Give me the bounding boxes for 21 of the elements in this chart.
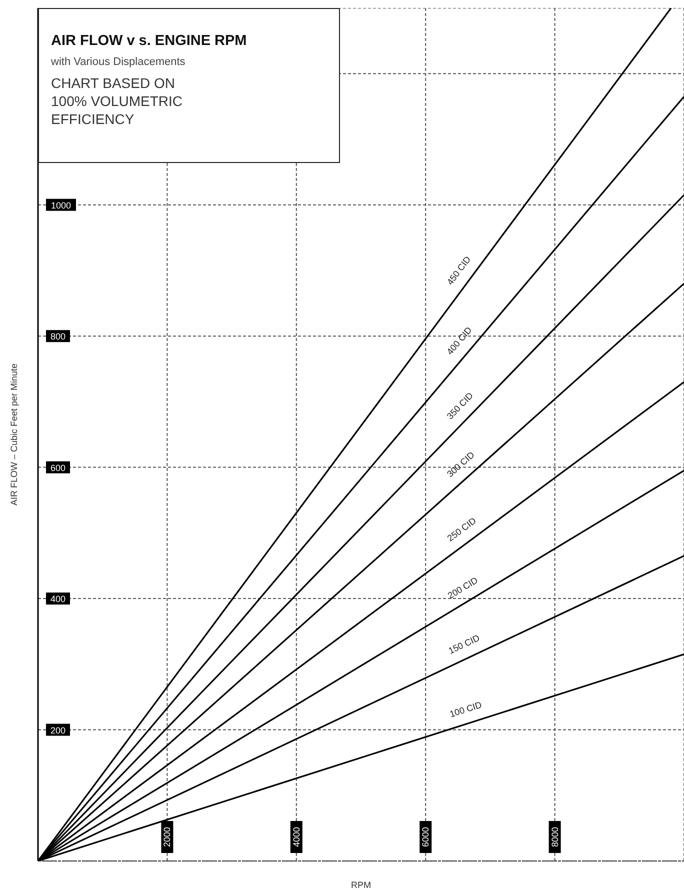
text: 250 CID: [445, 515, 478, 544]
x-tick-label: 4000: [291, 826, 302, 848]
text: 200 CID: [446, 574, 480, 601]
y-tick-label: 200: [50, 725, 66, 736]
y-tick-label: 400: [50, 594, 66, 604]
text: 150 CID: [446, 632, 482, 656]
y-tick-label: 1000: [50, 200, 72, 210]
x-axis-title: RPM: [351, 880, 371, 890]
text: 350 CID: [444, 390, 476, 422]
text: 100 CID: [448, 700, 484, 720]
text: 400 CID: [444, 324, 474, 357]
x-tick-label: 6000: [420, 826, 431, 848]
text: 300 CID: [445, 449, 477, 480]
annotation: CHART BASED ON 100% VOLUMETRIC EFFICIENCY: [51, 74, 184, 128]
y-axis-title: AIR FLOW – Cubic Feet per Minute: [9, 363, 20, 506]
title-box: AIR FLOW v s. ENGINE RPM with Various Displacements CHART BASED ON 100% VOLUMETRIC EFFICIENCY: [38, 8, 340, 163]
x-tick-label: 8000: [550, 826, 560, 848]
y-tick-label: 800: [50, 332, 66, 342]
x-tick-label: 2000: [162, 826, 172, 848]
text: 450 CID: [444, 254, 473, 287]
y-tick-label: 600: [50, 462, 66, 473]
